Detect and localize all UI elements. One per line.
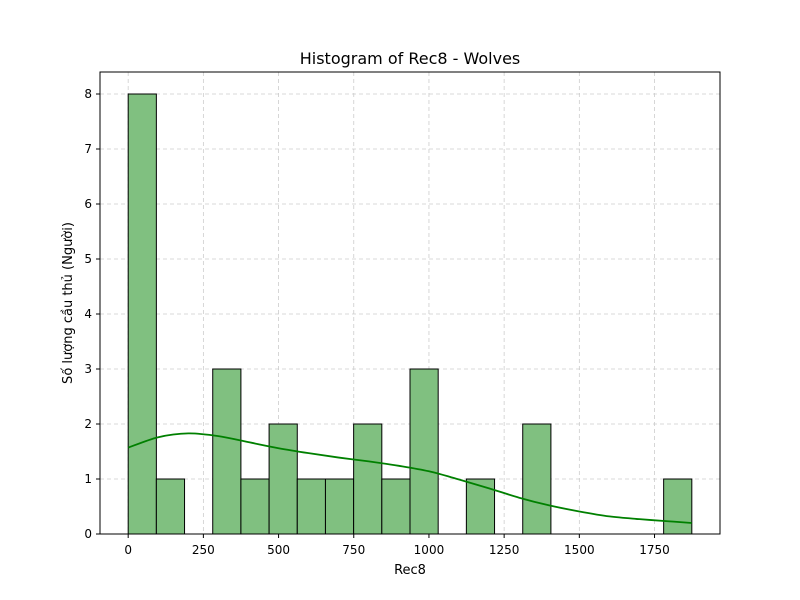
y-tick-label: 1 bbox=[84, 472, 92, 486]
x-tick-label: 1750 bbox=[639, 543, 670, 557]
x-tick-label: 1500 bbox=[564, 543, 595, 557]
y-tick-label: 5 bbox=[84, 252, 92, 266]
histogram-bar bbox=[212, 368, 242, 535]
x-tick-label: 250 bbox=[192, 543, 215, 557]
y-tick-label: 8 bbox=[84, 87, 92, 101]
kde-curve bbox=[127, 432, 692, 524]
histogram-bar bbox=[296, 478, 326, 535]
histogram-bar bbox=[381, 478, 411, 535]
histogram-bar bbox=[465, 478, 496, 535]
y-tick-label: 0 bbox=[84, 527, 92, 541]
x-tick-label: 500 bbox=[267, 543, 290, 557]
histogram-bar bbox=[240, 478, 270, 535]
kde-curve-group bbox=[127, 432, 692, 524]
y-tick-label: 6 bbox=[84, 197, 92, 211]
histogram-bar bbox=[155, 478, 186, 535]
histogram-bar bbox=[663, 478, 693, 535]
x-tick-label: 0 bbox=[124, 543, 132, 557]
histogram-bars bbox=[127, 93, 693, 535]
histogram-bar bbox=[522, 423, 552, 535]
histogram-bar bbox=[324, 478, 355, 535]
x-tick-label: 1250 bbox=[489, 543, 520, 557]
y-tick-label: 7 bbox=[84, 142, 92, 156]
histogram-bar bbox=[409, 368, 439, 535]
y-tick-label: 3 bbox=[84, 362, 92, 376]
x-tick-label: 1000 bbox=[414, 543, 445, 557]
histogram-bar bbox=[353, 423, 383, 535]
y-tick-label: 4 bbox=[84, 307, 92, 321]
plot-frame bbox=[99, 71, 721, 535]
histogram-bar bbox=[268, 423, 298, 535]
axes: 0 250 500 750 1000 1250 1500 1750 0 1 2 3 4 5 6 7 8 bbox=[84, 71, 721, 557]
histogram-bar bbox=[127, 93, 157, 535]
x-axis-label: Rec8 bbox=[394, 563, 426, 578]
x-tick-label: 750 bbox=[342, 543, 365, 557]
chart-title: Histogram of Rec8 - Wolves bbox=[300, 49, 521, 68]
y-axis-label: Số lượng cầu thủ (Người) bbox=[61, 222, 76, 384]
y-tick-label: 2 bbox=[84, 417, 92, 431]
